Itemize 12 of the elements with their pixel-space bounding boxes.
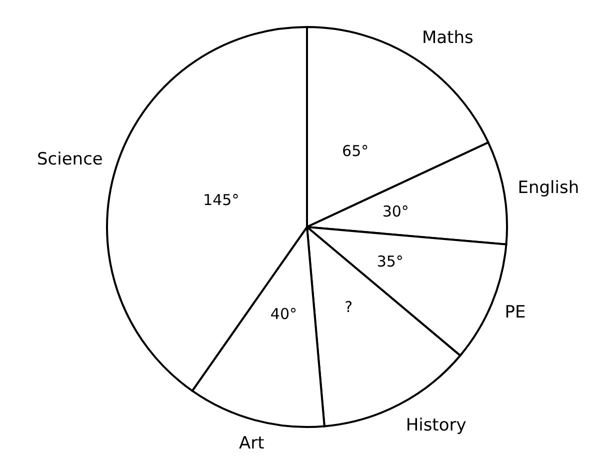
slice-label: History [406,416,466,436]
data-label: 65° [342,142,369,160]
slice-label: Science [37,150,103,170]
slice-label: Maths [422,28,474,48]
data-label: 40° [270,304,298,323]
data-label: ? [344,298,353,316]
slice-label: PE [504,302,526,323]
data-label: 145° [203,190,240,209]
data-label: 35° [376,252,404,270]
slice-label: English [518,178,580,198]
data-label: 30° [382,202,409,220]
slice-label: Art [238,433,265,454]
